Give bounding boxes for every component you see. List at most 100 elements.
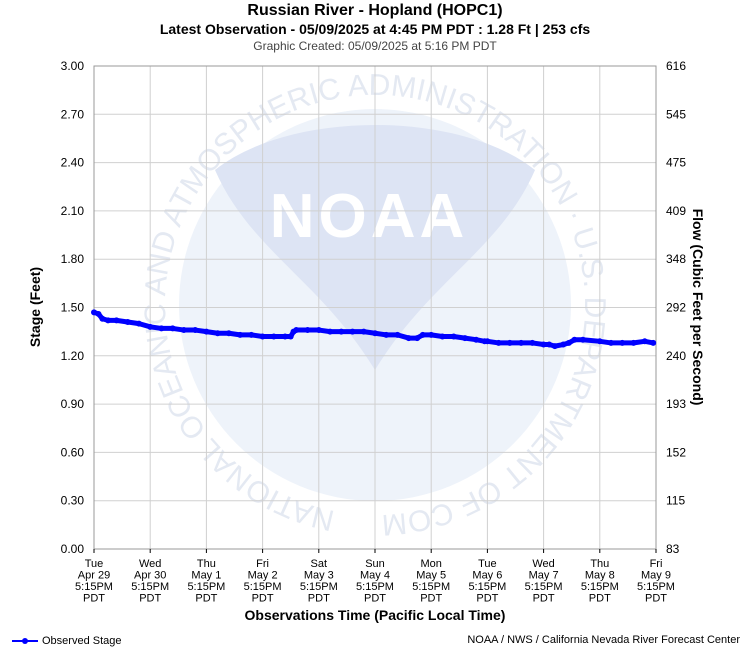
data-point: [495, 339, 502, 346]
data-point: [327, 328, 334, 335]
y2-tick-label: 616: [666, 59, 686, 73]
data-point: [383, 331, 390, 338]
data-point: [124, 318, 131, 325]
graphic-created: Graphic Created: 05/09/2025 at 5:16 PM P…: [253, 39, 497, 53]
data-point: [180, 327, 187, 334]
data-point: [105, 317, 112, 324]
x-tick-label: Thu May 8 5:15PM PDT: [581, 558, 619, 605]
y-tick-label: 0.30: [61, 494, 85, 508]
data-point: [237, 331, 244, 338]
x-tick-label: Thu May 1 5:15PM PDT: [187, 558, 225, 605]
x-tick-label: Tue May 6 5:15PM PDT: [468, 558, 506, 605]
data-point: [450, 333, 457, 340]
x-tick-label: Fri May 2 5:15PM PDT: [244, 558, 282, 605]
data-point: [518, 339, 525, 346]
data-point: [99, 315, 106, 322]
legend-line-icon: [12, 638, 38, 644]
x-tick-label: Sat May 3 5:15PM PDT: [300, 558, 338, 605]
x-tick-label: Tue Apr 29 5:15PM PDT: [75, 558, 113, 605]
x-tick-label: Mon May 5 5:15PM PDT: [412, 558, 450, 605]
data-point: [360, 328, 367, 335]
data-point: [419, 331, 426, 338]
data-point: [248, 331, 255, 338]
x-tick-label: Fri May 9 5:15PM PDT: [637, 558, 675, 605]
y2-tick-label: 348: [666, 252, 686, 266]
data-point: [506, 339, 513, 346]
data-point: [192, 327, 199, 334]
y2-tick-label: 83: [666, 542, 680, 556]
data-point: [461, 335, 468, 342]
data-point: [293, 327, 300, 334]
y2-tick-label: 115: [666, 494, 685, 508]
data-point: [338, 328, 345, 335]
data-point: [113, 317, 120, 324]
x-tick-label: Wed Apr 30 5:15PM PDT: [131, 558, 169, 605]
data-point: [405, 335, 412, 342]
data-point: [158, 325, 165, 332]
data-point: [439, 333, 446, 340]
data-point: [560, 341, 567, 348]
data-point: [414, 335, 421, 342]
legend: Observed Stage: [12, 635, 122, 647]
data-point: [270, 333, 277, 340]
data-point: [571, 336, 578, 343]
legend-label: Observed Stage: [42, 635, 122, 647]
x-tick-label: Wed May 7 5:15PM PDT: [525, 558, 563, 605]
data-point: [349, 328, 356, 335]
y2-axis-label: Flow (Cubic Feet per Second): [690, 209, 706, 406]
data-point: [630, 339, 637, 346]
watermark-logo-text: NOAA: [270, 182, 469, 251]
data-point: [619, 339, 626, 346]
data-point: [428, 331, 435, 338]
y-tick-label: 0.60: [61, 445, 85, 459]
data-point: [259, 333, 266, 340]
data-point: [225, 330, 232, 337]
y-axis-right: 83 115 152 193 240 292 348 409 475 545 616: [666, 59, 686, 556]
series-observed-stage: [91, 309, 657, 350]
data-point: [540, 341, 547, 348]
data-point: [529, 339, 536, 346]
latest-observation: Latest Observation - 05/09/2025 at 4:45 …: [159, 21, 591, 37]
y2-tick-label: 545: [666, 107, 686, 121]
y-tick-label: 2.70: [61, 107, 85, 121]
y-tick-label: 1.20: [61, 349, 85, 363]
x-axis-label: Observations Time (Pacific Local Time): [245, 607, 506, 623]
data-point: [551, 343, 558, 350]
y-tick-label: 1.50: [61, 301, 85, 315]
data-point: [565, 339, 572, 346]
y-axis-left: 0.00 0.30 0.60 0.90 1.20 1.50 1.80 2.10 2.40 2.70…: [61, 59, 85, 556]
y-axis-label: Stage (Feet): [27, 267, 43, 347]
data-point: [169, 325, 176, 332]
data-point: [203, 328, 210, 335]
data-point: [214, 330, 221, 337]
x-tick-label: Sun May 4 5:15PM PDT: [356, 558, 394, 605]
data-point: [372, 330, 378, 337]
y2-tick-label: 193: [666, 397, 686, 411]
data-point: [287, 333, 294, 340]
data-point: [147, 323, 154, 330]
data-point: [608, 339, 615, 346]
y-tick-label: 0.90: [61, 397, 85, 411]
y2-tick-label: 240: [666, 349, 686, 363]
x-axis: Tue Apr 29 5:15PM PDT Wed Apr 30 5:15PM PDT Thu M…: [75, 549, 675, 605]
data-point: [315, 327, 322, 334]
data-point: [650, 339, 657, 346]
credit: NOAA / NWS / California Nevada River For…: [467, 634, 740, 646]
y-tick-label: 3.00: [61, 59, 85, 73]
data-point: [282, 333, 289, 340]
data-point: [394, 331, 401, 338]
data-point: [135, 320, 142, 327]
grid-lines: [93, 65, 657, 550]
chart-title: Russian River - Hopland (HOPC1): [247, 2, 503, 19]
y2-tick-label: 152: [666, 445, 686, 459]
data-point: [579, 336, 586, 343]
y2-tick-label: 292: [666, 301, 686, 315]
y-tick-label: 0.00: [61, 542, 85, 556]
data-point: [304, 327, 311, 334]
data-point: [484, 338, 491, 345]
y2-tick-label: 475: [666, 156, 686, 170]
data-point: [95, 310, 102, 317]
data-point: [641, 338, 648, 345]
